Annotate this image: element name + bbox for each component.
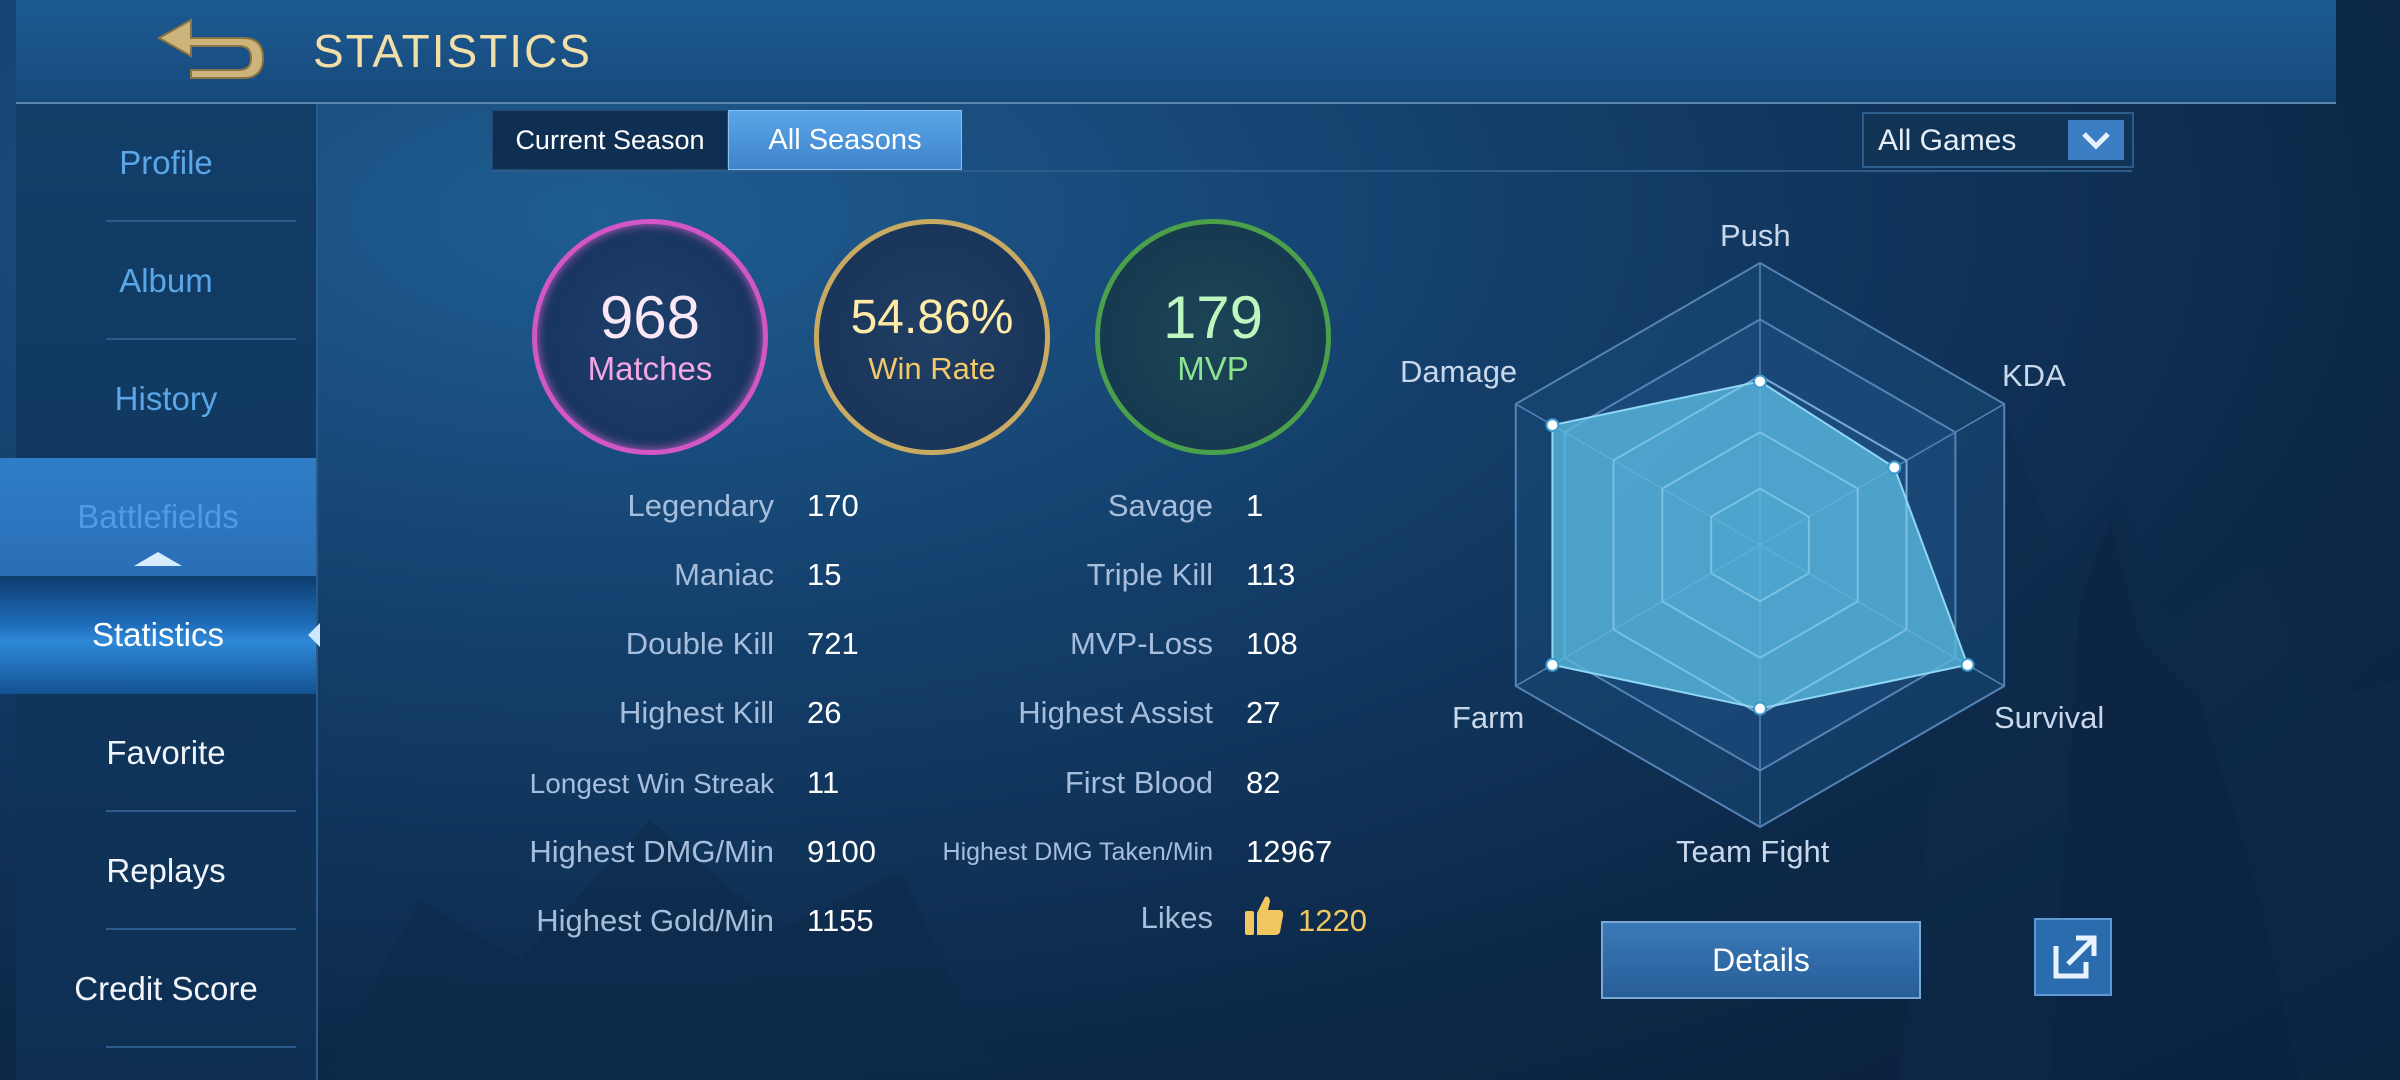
divider	[492, 170, 2132, 172]
stat-label: MVP-Loss	[1070, 626, 1213, 661]
game-mode-dropdown[interactable]: All Games	[1862, 112, 2134, 168]
thumbs-up-icon	[1245, 896, 1284, 935]
mvp-ring: 179 MVP	[1095, 219, 1331, 455]
stat-label: Highest Gold/Min	[536, 903, 774, 938]
sidebar-item-favorite[interactable]: Favorite	[16, 694, 316, 812]
stat-label: Double Kill	[625, 626, 774, 661]
radar-axis-label: Farm	[1452, 700, 1525, 735]
stat-value: 12967	[1246, 834, 1333, 869]
radar-point	[1545, 657, 1560, 672]
stat-label: First Blood	[1064, 765, 1213, 800]
radar-point	[1753, 374, 1767, 389]
radar-axis-label: Damage	[1400, 354, 1518, 389]
matches-ring: 968 Matches	[532, 219, 768, 455]
radar-point	[1960, 657, 1975, 672]
sidebar-item-history[interactable]: History	[16, 340, 316, 458]
stat-label: Maniac	[674, 557, 774, 592]
sidebar-item-label: Statistics	[91, 616, 225, 653]
stat-value: 15	[807, 557, 842, 592]
stat-value: 170	[807, 488, 859, 523]
sidebar-item-label: History	[114, 380, 218, 417]
active-pointer-icon	[308, 623, 320, 647]
stat-value: 113	[1246, 557, 1296, 592]
mvp-value: 179	[1162, 284, 1264, 351]
radar-point	[1545, 418, 1560, 433]
stat-value: 108	[1246, 626, 1298, 661]
back-arrow-icon[interactable]	[151, 12, 271, 82]
matches-value: 968	[599, 284, 701, 351]
tab-all-seasons[interactable]: All Seasons	[728, 110, 962, 170]
sidebar-item-replays[interactable]: Replays	[16, 812, 316, 930]
stat-label: Highest Assist	[1018, 695, 1213, 730]
radar-grid-overlay	[1661, 431, 1859, 659]
radar-axis-label: KDA	[2002, 358, 2066, 393]
stat-value: 11	[807, 765, 840, 800]
radar-point	[1887, 460, 1902, 475]
sidebar-item-label: Album	[119, 262, 213, 299]
dropdown-value: All Games	[1878, 124, 2017, 157]
page-title: STATISTICS	[313, 25, 592, 77]
radar-axis-label: Push	[1720, 218, 1791, 253]
season-tabs: Current Season All Seasons	[492, 110, 962, 170]
details-button[interactable]: Details	[1601, 921, 1921, 999]
stat-value: 82	[1246, 765, 1281, 800]
stat-label: Savage	[1107, 488, 1213, 523]
stat-label: Highest DMG/Min	[529, 834, 774, 869]
stat-value: 721	[807, 626, 859, 661]
sidebar: Profile Album History Battlefields Stati…	[0, 104, 320, 1080]
stat-value: 27	[1246, 695, 1281, 730]
win-rate-value: 54.86%	[850, 291, 1014, 344]
sidebar-item-album[interactable]: Album	[16, 222, 316, 340]
chevron-down-icon	[2068, 120, 2124, 160]
win-rate-ring: 54.86% Win Rate	[814, 219, 1050, 455]
stat-value: 9100	[807, 834, 876, 869]
tab-current-season[interactable]: Current Season	[492, 110, 728, 170]
sidebar-item-label: Favorite	[106, 734, 226, 771]
radar-axis-label: Survival	[1994, 700, 2105, 735]
sidebar-item-label: Profile	[119, 144, 213, 181]
sidebar-item-profile[interactable]: Profile	[16, 104, 316, 222]
share-external-icon[interactable]	[2034, 918, 2112, 996]
chevron-up-icon	[134, 552, 182, 566]
mvp-label: MVP	[1177, 350, 1249, 387]
likes-value: 1220	[1298, 903, 1367, 938]
sidebar-item-statistics[interactable]: Statistics	[0, 576, 320, 694]
sidebar-item-label: Battlefields	[77, 498, 239, 535]
stat-label: Highest DMG Taken/Min	[942, 838, 1213, 866]
matches-label: Matches	[587, 350, 713, 387]
sidebar-item-battlefields[interactable]: Battlefields	[0, 458, 316, 576]
radar-axis-label: Team Fight	[1676, 834, 1830, 869]
top-bar: STATISTICS	[16, 0, 2336, 104]
stat-label: Likes	[1140, 900, 1213, 935]
radar-svg	[1514, 261, 2006, 829]
sidebar-item-credit-score[interactable]: Credit Score	[16, 930, 316, 1048]
win-rate-label: Win Rate	[868, 351, 996, 386]
radar-grid-overlay	[1710, 487, 1810, 603]
sidebar-item-label: Replays	[106, 852, 226, 889]
divider	[106, 810, 296, 812]
radar-chart: Push KDA Survival Team Fight Farm Damage	[1400, 200, 2120, 880]
divider	[106, 1046, 296, 1048]
divider	[106, 220, 296, 222]
sidebar-item-label: Credit Score	[74, 970, 258, 1007]
divider	[106, 928, 296, 930]
stat-value: 1155	[807, 903, 874, 938]
radar-point	[1753, 701, 1767, 716]
stat-label: Longest Win Streak	[529, 768, 774, 799]
stat-label: Highest Kill	[618, 695, 774, 730]
stat-value: 26	[807, 695, 842, 730]
stat-label: Legendary	[627, 488, 774, 523]
stat-value: 1	[1246, 488, 1264, 523]
divider	[106, 338, 296, 340]
stat-label: Triple Kill	[1086, 557, 1213, 592]
